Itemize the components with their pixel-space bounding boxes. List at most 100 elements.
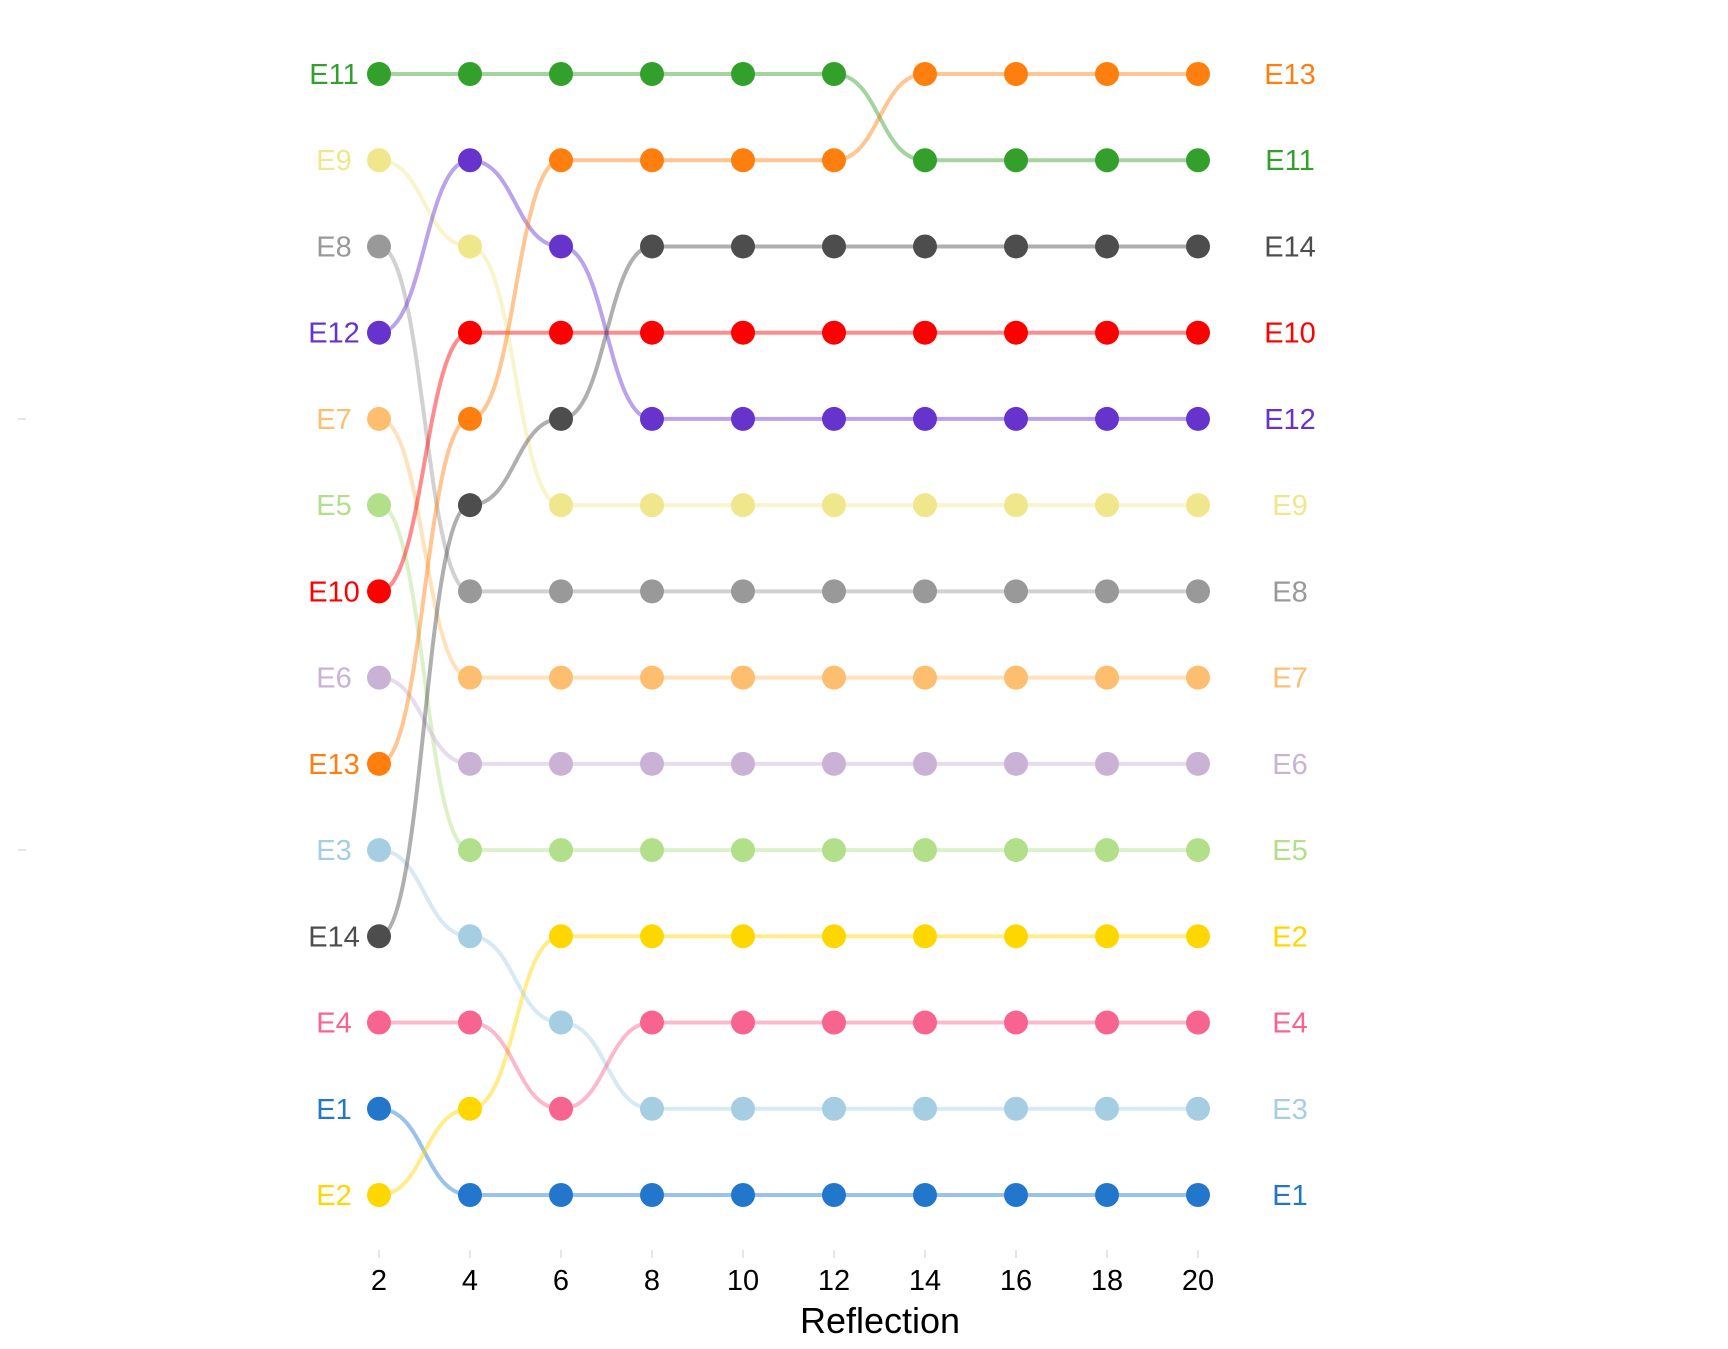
point-e1-x16 <box>1004 1183 1028 1207</box>
point-e13-x18 <box>1095 62 1119 86</box>
point-e13-x16 <box>1004 62 1028 86</box>
point-e9-x2 <box>367 148 391 173</box>
left-label-e12: E12 <box>308 318 360 350</box>
point-e14-x8 <box>640 234 664 259</box>
point-e5-x4 <box>458 838 482 863</box>
point-e6-x10 <box>731 751 755 776</box>
right-label-e14: E14 <box>1264 231 1316 263</box>
point-e11-x14 <box>913 148 937 173</box>
left-series-labels: E1 E2 E3 E4 E5 E6 E7 E8 E9 E10 E11 E12 E13 E14 <box>308 59 360 1212</box>
x-tick-label-10: 10 <box>727 1265 759 1297</box>
point-e1-x4 <box>458 1183 482 1207</box>
point-e1-x14 <box>913 1183 937 1207</box>
point-e2-x6 <box>549 924 573 949</box>
left-label-e3: E3 <box>316 835 351 867</box>
x-tick-label-20: 20 <box>1182 1265 1214 1297</box>
point-e5-x16 <box>1004 838 1028 863</box>
point-e12-x2 <box>367 320 391 345</box>
left-label-e10: E10 <box>308 576 360 608</box>
left-label-e6: E6 <box>316 663 351 695</box>
left-label-e4: E4 <box>316 1008 351 1040</box>
series-line-e6 <box>377 675 1200 766</box>
point-e3-x8 <box>640 1096 664 1121</box>
point-e10-x20 <box>1186 320 1210 345</box>
point-e8-x20 <box>1186 579 1210 604</box>
series-line-e1 <box>377 1106 1200 1198</box>
point-e4-x4 <box>458 1010 482 1035</box>
point-e14-x4 <box>458 493 482 518</box>
point-e7-x14 <box>913 665 937 690</box>
point-e8-x8 <box>640 579 664 604</box>
right-label-e13: E13 <box>1264 59 1316 91</box>
point-e5-x12 <box>822 838 846 863</box>
point-e6-x8 <box>640 751 664 776</box>
point-e2-x4 <box>458 1096 482 1121</box>
point-e7-x16 <box>1004 665 1028 690</box>
left-label-e13: E13 <box>308 749 360 781</box>
point-e4-x10 <box>731 1010 755 1035</box>
left-label-e11: E11 <box>309 59 358 91</box>
series-lines <box>377 71 1200 1198</box>
x-tick-label-18: 18 <box>1091 1265 1123 1297</box>
point-e5-x20 <box>1186 838 1210 863</box>
x-tick-label-6: 6 <box>553 1265 569 1297</box>
left-label-e8: E8 <box>316 231 351 263</box>
series-line-e7 <box>377 416 1200 680</box>
point-e2-x12 <box>822 924 846 949</box>
point-e1-x10 <box>731 1183 755 1207</box>
left-label-e5: E5 <box>316 490 351 522</box>
point-e8-x4 <box>458 579 482 604</box>
point-e6-x18 <box>1095 751 1119 776</box>
point-e6-x6 <box>549 751 573 776</box>
point-e7-x18 <box>1095 665 1119 690</box>
point-e9-x6 <box>549 493 573 518</box>
left-label-e14: E14 <box>308 921 360 953</box>
point-e9-x12 <box>822 493 846 518</box>
point-e10-x6 <box>549 320 573 345</box>
point-e5-x10 <box>731 838 755 863</box>
point-e12-x16 <box>1004 406 1028 431</box>
point-e5-x14 <box>913 838 937 863</box>
point-e12-x12 <box>822 406 846 431</box>
point-e4-x18 <box>1095 1010 1119 1035</box>
point-e14-x2 <box>367 924 391 949</box>
point-e3-x16 <box>1004 1096 1028 1121</box>
point-e7-x8 <box>640 665 664 690</box>
point-e8-x12 <box>822 579 846 604</box>
point-e1-x6 <box>549 1183 573 1207</box>
point-e9-x8 <box>640 493 664 518</box>
point-e3-x12 <box>822 1096 846 1121</box>
x-axis-title: Reflection <box>800 1300 960 1341</box>
right-label-e11: E11 <box>1265 145 1314 177</box>
right-label-e10: E10 <box>1264 318 1316 350</box>
x-tick-label-2: 2 <box>371 1265 387 1297</box>
point-e13-x14 <box>913 62 937 86</box>
point-e10-x12 <box>822 320 846 345</box>
point-e12-x14 <box>913 406 937 431</box>
point-e5-x18 <box>1095 838 1119 863</box>
x-tick-label-12: 12 <box>818 1265 850 1297</box>
point-e5-x8 <box>640 838 664 863</box>
point-e8-x16 <box>1004 579 1028 604</box>
left-label-e9: E9 <box>316 145 351 177</box>
point-e13-x8 <box>640 148 664 173</box>
right-label-e1: E1 <box>1272 1180 1307 1212</box>
point-e3-x14 <box>913 1096 937 1121</box>
point-e10-x2 <box>367 579 391 604</box>
point-e8-x2 <box>367 234 391 259</box>
point-e8-x14 <box>913 579 937 604</box>
point-e9-x14 <box>913 493 937 518</box>
point-e4-x16 <box>1004 1010 1028 1035</box>
point-e14-x16 <box>1004 234 1028 259</box>
right-label-e6: E6 <box>1272 749 1307 781</box>
point-e1-x2 <box>367 1096 391 1121</box>
point-e6-x20 <box>1186 751 1210 776</box>
point-e3-x18 <box>1095 1096 1119 1121</box>
point-e4-x6 <box>549 1096 573 1121</box>
point-e2-x14 <box>913 924 937 949</box>
point-e14-x10 <box>731 234 755 259</box>
point-e1-x12 <box>822 1183 846 1207</box>
point-e13-x10 <box>731 148 755 173</box>
